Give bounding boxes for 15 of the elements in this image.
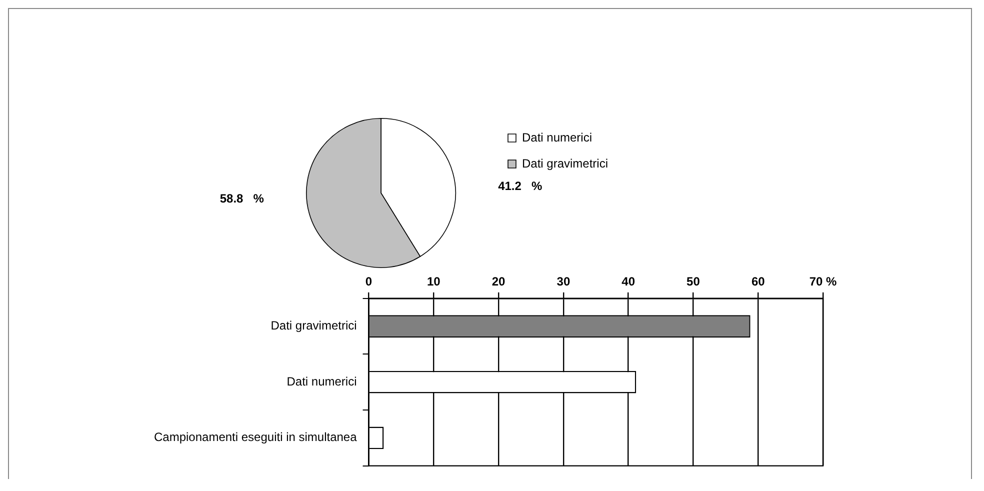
x-tick-label: 40 xyxy=(622,274,636,289)
legend-label: Dati gravimetrici xyxy=(522,156,608,170)
legend-label: Dati numerici xyxy=(522,130,592,144)
data-label: 58.8 % xyxy=(220,191,264,206)
y-tick-label: Dati gravimetrici xyxy=(270,318,357,333)
x-tick-label: 10 xyxy=(426,274,441,289)
x-tick-label: 20 xyxy=(492,274,506,289)
x-tick-label: 60 xyxy=(751,274,766,289)
y-tick-label: Dati numerici xyxy=(286,374,357,388)
x-tick-label: 30 xyxy=(556,274,570,289)
data-label: 41.2 % xyxy=(498,179,542,194)
y-tick-label: Campionamenti eseguiti in simultanea xyxy=(154,430,358,444)
x-tick-label: 50 xyxy=(686,274,700,289)
x-tick-label: 0 xyxy=(365,274,372,289)
x-tick-label: 70 % xyxy=(809,274,837,289)
